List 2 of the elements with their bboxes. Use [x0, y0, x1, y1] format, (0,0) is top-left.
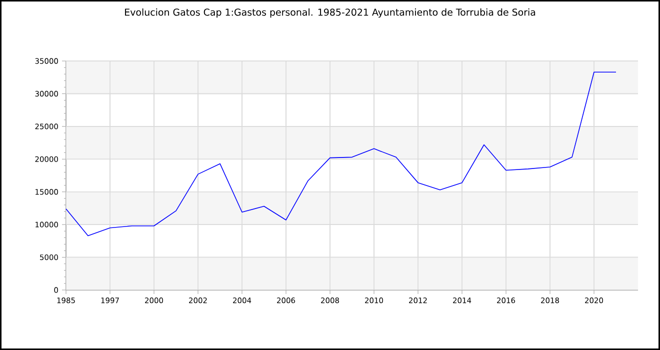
chart-title: Evolucion Gatos Cap 1:Gastos personal. 1985-2021 Ayuntamiento de Torrubia de Soria [125, 8, 536, 18]
line-series [66, 72, 616, 236]
